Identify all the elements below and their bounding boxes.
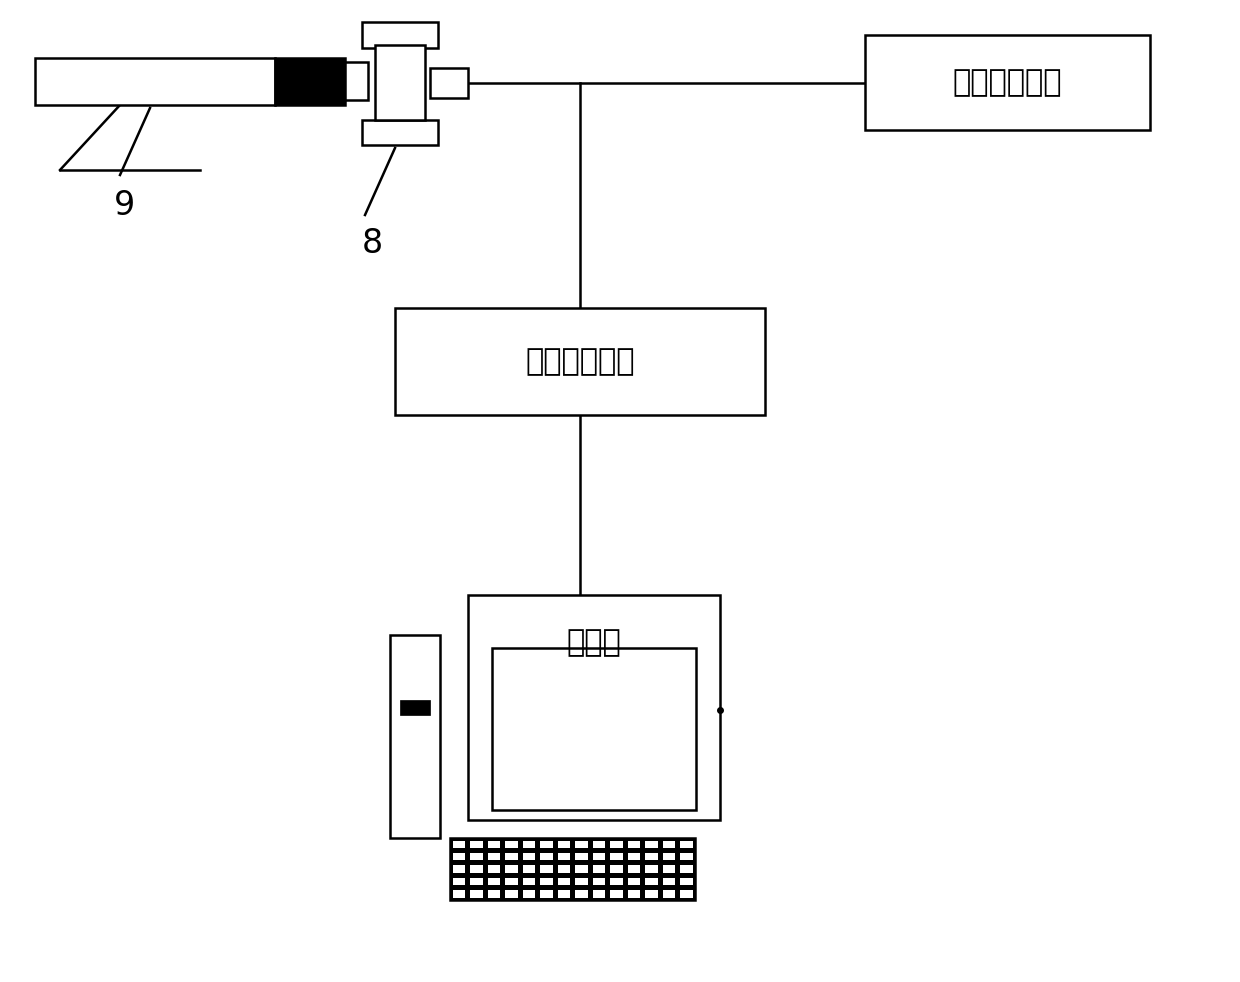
Bar — [558, 890, 570, 898]
Bar — [610, 865, 622, 873]
Bar — [492, 648, 696, 810]
Bar — [505, 890, 517, 898]
Bar — [680, 878, 692, 885]
Bar — [487, 841, 500, 847]
Bar — [430, 68, 467, 98]
Bar — [362, 22, 438, 48]
Bar — [593, 865, 605, 873]
Bar — [539, 865, 553, 873]
Bar — [575, 890, 588, 898]
Bar — [645, 853, 657, 860]
Bar — [662, 890, 675, 898]
Bar — [539, 890, 553, 898]
Bar — [627, 841, 640, 847]
Bar — [450, 838, 694, 900]
Bar — [575, 865, 588, 873]
Bar — [453, 865, 465, 873]
Bar — [593, 890, 605, 898]
Bar — [470, 890, 482, 898]
Bar — [645, 890, 657, 898]
Bar — [453, 853, 465, 860]
Bar — [522, 890, 534, 898]
Bar — [680, 890, 692, 898]
Bar — [467, 595, 720, 820]
Bar — [558, 865, 570, 873]
Text: 8: 8 — [361, 227, 383, 259]
Bar — [866, 35, 1149, 130]
Bar — [662, 878, 675, 885]
Bar — [401, 700, 430, 715]
Bar — [487, 878, 500, 885]
Bar — [505, 841, 517, 847]
Text: 9: 9 — [114, 189, 135, 222]
Bar — [453, 890, 465, 898]
Bar — [539, 878, 553, 885]
Bar — [374, 45, 425, 120]
Bar — [487, 890, 500, 898]
Bar — [345, 62, 368, 100]
Bar — [522, 841, 534, 847]
Bar — [505, 865, 517, 873]
Bar — [558, 878, 570, 885]
Bar — [627, 878, 640, 885]
Bar — [362, 120, 438, 145]
Bar — [396, 308, 765, 415]
Bar — [487, 853, 500, 860]
Bar — [662, 865, 675, 873]
Bar — [539, 853, 553, 860]
Bar — [627, 853, 640, 860]
Bar — [610, 890, 622, 898]
Text: 五孔道抽吸机: 五孔道抽吸机 — [952, 68, 1063, 97]
Bar — [610, 853, 622, 860]
Bar — [593, 853, 605, 860]
Bar — [593, 878, 605, 885]
Bar — [470, 841, 482, 847]
Bar — [575, 853, 588, 860]
Bar — [593, 841, 605, 847]
Bar — [539, 841, 553, 847]
Bar — [522, 853, 534, 860]
Bar — [610, 841, 622, 847]
Bar — [575, 841, 588, 847]
Bar — [470, 853, 482, 860]
Bar — [610, 878, 622, 885]
Bar — [275, 58, 345, 105]
Bar — [680, 853, 692, 860]
Bar — [558, 841, 570, 847]
Bar — [627, 865, 640, 873]
Bar — [645, 865, 657, 873]
Bar — [662, 841, 675, 847]
Bar — [645, 841, 657, 847]
Bar — [522, 878, 534, 885]
Bar — [558, 853, 570, 860]
Bar — [487, 865, 500, 873]
Bar — [505, 878, 517, 885]
Bar — [522, 865, 534, 873]
Bar — [470, 865, 482, 873]
Bar — [575, 878, 588, 885]
Bar — [453, 841, 465, 847]
Text: 流量检测装置: 流量检测装置 — [526, 347, 635, 376]
Bar — [680, 865, 692, 873]
Bar — [470, 878, 482, 885]
Bar — [505, 853, 517, 860]
Text: 控制器: 控制器 — [567, 628, 621, 658]
Bar — [662, 853, 675, 860]
Bar — [453, 878, 465, 885]
Bar — [680, 841, 692, 847]
Bar — [35, 58, 275, 105]
Bar — [627, 890, 640, 898]
Bar — [645, 878, 657, 885]
Bar — [391, 635, 440, 838]
